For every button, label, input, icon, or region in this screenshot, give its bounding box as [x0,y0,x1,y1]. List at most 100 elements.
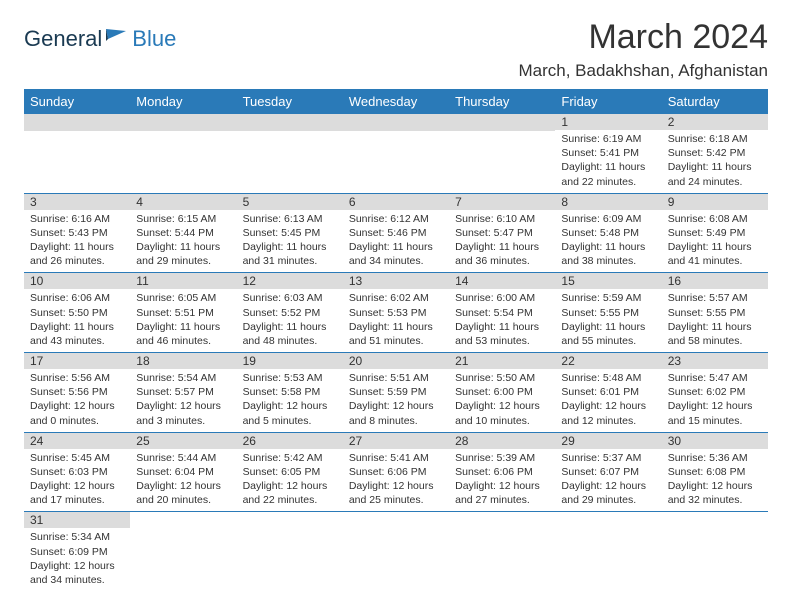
calendar-cell-empty [662,512,768,591]
day-number: 1 [555,114,661,130]
calendar-cell: 8Sunrise: 6:09 AMSunset: 5:48 PMDaylight… [555,193,661,273]
daynum-bar-empty [449,114,555,131]
day-details: Sunrise: 5:51 AMSunset: 5:59 PMDaylight:… [343,369,449,432]
day-details: Sunrise: 6:02 AMSunset: 5:53 PMDaylight:… [343,289,449,352]
day-number: 23 [662,353,768,369]
header: General Blue March 2024 March, Badakhsha… [24,18,768,81]
calendar-week-row: 3Sunrise: 6:16 AMSunset: 5:43 PMDaylight… [24,193,768,273]
day-number: 5 [237,194,343,210]
location-subtitle: March, Badakhshan, Afghanistan [519,61,769,81]
calendar-table: SundayMondayTuesdayWednesdayThursdayFrid… [24,89,768,591]
day-number: 30 [662,433,768,449]
day-details: Sunrise: 6:15 AMSunset: 5:44 PMDaylight:… [130,210,236,273]
calendar-cell: 4Sunrise: 6:15 AMSunset: 5:44 PMDaylight… [130,193,236,273]
day-details: Sunrise: 6:16 AMSunset: 5:43 PMDaylight:… [24,210,130,273]
calendar-cell: 21Sunrise: 5:50 AMSunset: 6:00 PMDayligh… [449,353,555,433]
day-number: 24 [24,433,130,449]
day-details: Sunrise: 5:44 AMSunset: 6:04 PMDaylight:… [130,449,236,512]
day-number: 12 [237,273,343,289]
calendar-cell: 18Sunrise: 5:54 AMSunset: 5:57 PMDayligh… [130,353,236,433]
daynum-bar-empty [343,114,449,131]
calendar-cell: 28Sunrise: 5:39 AMSunset: 6:06 PMDayligh… [449,432,555,512]
day-details: Sunrise: 5:56 AMSunset: 5:56 PMDaylight:… [24,369,130,432]
day-header: Sunday [24,89,130,114]
calendar-cell: 13Sunrise: 6:02 AMSunset: 5:53 PMDayligh… [343,273,449,353]
title-block: March 2024 March, Badakhshan, Afghanista… [519,18,769,81]
day-number: 27 [343,433,449,449]
day-header: Thursday [449,89,555,114]
calendar-cell-empty [343,114,449,193]
calendar-cell: 25Sunrise: 5:44 AMSunset: 6:04 PMDayligh… [130,432,236,512]
day-number: 25 [130,433,236,449]
calendar-cell: 30Sunrise: 5:36 AMSunset: 6:08 PMDayligh… [662,432,768,512]
day-details: Sunrise: 5:57 AMSunset: 5:55 PMDaylight:… [662,289,768,352]
day-details: Sunrise: 6:09 AMSunset: 5:48 PMDaylight:… [555,210,661,273]
day-number: 13 [343,273,449,289]
calendar-week-row: 1Sunrise: 6:19 AMSunset: 5:41 PMDaylight… [24,114,768,193]
day-details: Sunrise: 6:10 AMSunset: 5:47 PMDaylight:… [449,210,555,273]
calendar-cell: 26Sunrise: 5:42 AMSunset: 6:05 PMDayligh… [237,432,343,512]
calendar-cell: 9Sunrise: 6:08 AMSunset: 5:49 PMDaylight… [662,193,768,273]
day-details: Sunrise: 5:34 AMSunset: 6:09 PMDaylight:… [24,528,130,591]
calendar-cell: 6Sunrise: 6:12 AMSunset: 5:46 PMDaylight… [343,193,449,273]
calendar-week-row: 31Sunrise: 5:34 AMSunset: 6:09 PMDayligh… [24,512,768,591]
day-details: Sunrise: 6:06 AMSunset: 5:50 PMDaylight:… [24,289,130,352]
day-number: 8 [555,194,661,210]
day-details: Sunrise: 5:45 AMSunset: 6:03 PMDaylight:… [24,449,130,512]
day-details: Sunrise: 5:50 AMSunset: 6:00 PMDaylight:… [449,369,555,432]
day-details: Sunrise: 5:54 AMSunset: 5:57 PMDaylight:… [130,369,236,432]
day-details: Sunrise: 6:03 AMSunset: 5:52 PMDaylight:… [237,289,343,352]
calendar-cell: 10Sunrise: 6:06 AMSunset: 5:50 PMDayligh… [24,273,130,353]
calendar-cell: 12Sunrise: 6:03 AMSunset: 5:52 PMDayligh… [237,273,343,353]
calendar-cell: 11Sunrise: 6:05 AMSunset: 5:51 PMDayligh… [130,273,236,353]
calendar-cell: 17Sunrise: 5:56 AMSunset: 5:56 PMDayligh… [24,353,130,433]
day-number: 20 [343,353,449,369]
logo-text-blue: Blue [132,26,176,52]
day-header: Monday [130,89,236,114]
calendar-cell: 22Sunrise: 5:48 AMSunset: 6:01 PMDayligh… [555,353,661,433]
calendar-cell: 29Sunrise: 5:37 AMSunset: 6:07 PMDayligh… [555,432,661,512]
day-details: Sunrise: 6:00 AMSunset: 5:54 PMDaylight:… [449,289,555,352]
calendar-cell: 15Sunrise: 5:59 AMSunset: 5:55 PMDayligh… [555,273,661,353]
calendar-cell: 31Sunrise: 5:34 AMSunset: 6:09 PMDayligh… [24,512,130,591]
calendar-week-row: 10Sunrise: 6:06 AMSunset: 5:50 PMDayligh… [24,273,768,353]
day-number: 9 [662,194,768,210]
calendar-week-row: 24Sunrise: 5:45 AMSunset: 6:03 PMDayligh… [24,432,768,512]
day-number: 29 [555,433,661,449]
day-number: 22 [555,353,661,369]
day-number: 21 [449,353,555,369]
calendar-cell-empty [449,114,555,193]
day-number: 18 [130,353,236,369]
calendar-cell-empty [555,512,661,591]
day-number: 7 [449,194,555,210]
day-header: Friday [555,89,661,114]
day-details: Sunrise: 5:41 AMSunset: 6:06 PMDaylight:… [343,449,449,512]
calendar-cell: 14Sunrise: 6:00 AMSunset: 5:54 PMDayligh… [449,273,555,353]
day-details: Sunrise: 6:05 AMSunset: 5:51 PMDaylight:… [130,289,236,352]
calendar-cell-empty [237,512,343,591]
calendar-cell: 7Sunrise: 6:10 AMSunset: 5:47 PMDaylight… [449,193,555,273]
day-details: Sunrise: 5:53 AMSunset: 5:58 PMDaylight:… [237,369,343,432]
daynum-bar-empty [130,114,236,131]
day-details: Sunrise: 6:08 AMSunset: 5:49 PMDaylight:… [662,210,768,273]
calendar-cell: 16Sunrise: 5:57 AMSunset: 5:55 PMDayligh… [662,273,768,353]
day-number: 16 [662,273,768,289]
day-details: Sunrise: 6:19 AMSunset: 5:41 PMDaylight:… [555,130,661,193]
calendar-cell: 3Sunrise: 6:16 AMSunset: 5:43 PMDaylight… [24,193,130,273]
day-details: Sunrise: 5:47 AMSunset: 6:02 PMDaylight:… [662,369,768,432]
day-number: 4 [130,194,236,210]
day-number: 2 [662,114,768,130]
logo: General Blue [24,18,176,52]
calendar-cell: 1Sunrise: 6:19 AMSunset: 5:41 PMDaylight… [555,114,661,193]
day-number: 3 [24,194,130,210]
calendar-cell-empty [130,114,236,193]
calendar-cell-empty [130,512,236,591]
day-number: 14 [449,273,555,289]
day-details: Sunrise: 5:48 AMSunset: 6:01 PMDaylight:… [555,369,661,432]
day-details: Sunrise: 5:59 AMSunset: 5:55 PMDaylight:… [555,289,661,352]
day-number: 31 [24,512,130,528]
logo-text-general: General [24,26,102,52]
calendar-cell: 5Sunrise: 6:13 AMSunset: 5:45 PMDaylight… [237,193,343,273]
calendar-cell: 2Sunrise: 6:18 AMSunset: 5:42 PMDaylight… [662,114,768,193]
day-number: 6 [343,194,449,210]
